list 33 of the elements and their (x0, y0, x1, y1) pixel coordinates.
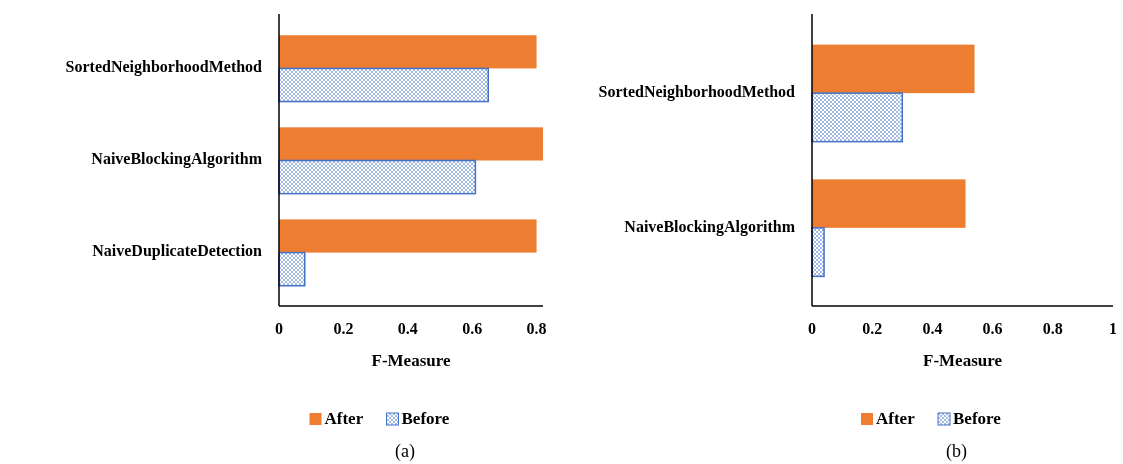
y-tick-label: SortedNeighborhoodMethod (598, 82, 796, 101)
bar (811, 92, 904, 143)
y-tick-label: NaiveBlockingAlgorithm (91, 150, 263, 169)
x-tick-label: 0.6 (462, 320, 483, 337)
legend-label: After (876, 409, 916, 428)
x-tick-label: 0.8 (526, 320, 547, 337)
bar (278, 159, 477, 195)
bar (812, 44, 975, 94)
bar (279, 127, 543, 161)
bar (278, 67, 490, 103)
x-tick-label: 0.8 (1042, 320, 1063, 337)
bar (812, 179, 966, 228)
x-axis-title: F-Measure (923, 351, 1003, 370)
x-tick-label: 0.2 (862, 320, 883, 337)
x-tick-label: 0 (275, 320, 283, 337)
legend-label: Before (401, 409, 450, 428)
text: (b) (946, 441, 967, 462)
x-tick-label: 1 (1109, 320, 1117, 337)
legend-label: After (324, 409, 364, 428)
y-tick-label: SortedNeighborhoodMethod (65, 58, 263, 77)
text: (a) (395, 441, 415, 462)
bar (278, 251, 306, 287)
bar (279, 219, 537, 253)
legend-label: Before (953, 409, 1002, 428)
x-tick-label: 0.2 (333, 320, 354, 337)
x-tick-label: 0.6 (982, 320, 1003, 337)
y-tick-label: NaiveBlockingAlgorithm (624, 217, 796, 236)
x-tick-label: 0 (808, 320, 816, 337)
x-tick-label: 0.4 (922, 320, 943, 337)
y-tick-label: NaiveDuplicateDetection (92, 242, 263, 261)
x-tick-label: 0.4 (397, 320, 418, 337)
x-axis-title: F-Measure (371, 351, 451, 370)
bar (279, 35, 537, 69)
